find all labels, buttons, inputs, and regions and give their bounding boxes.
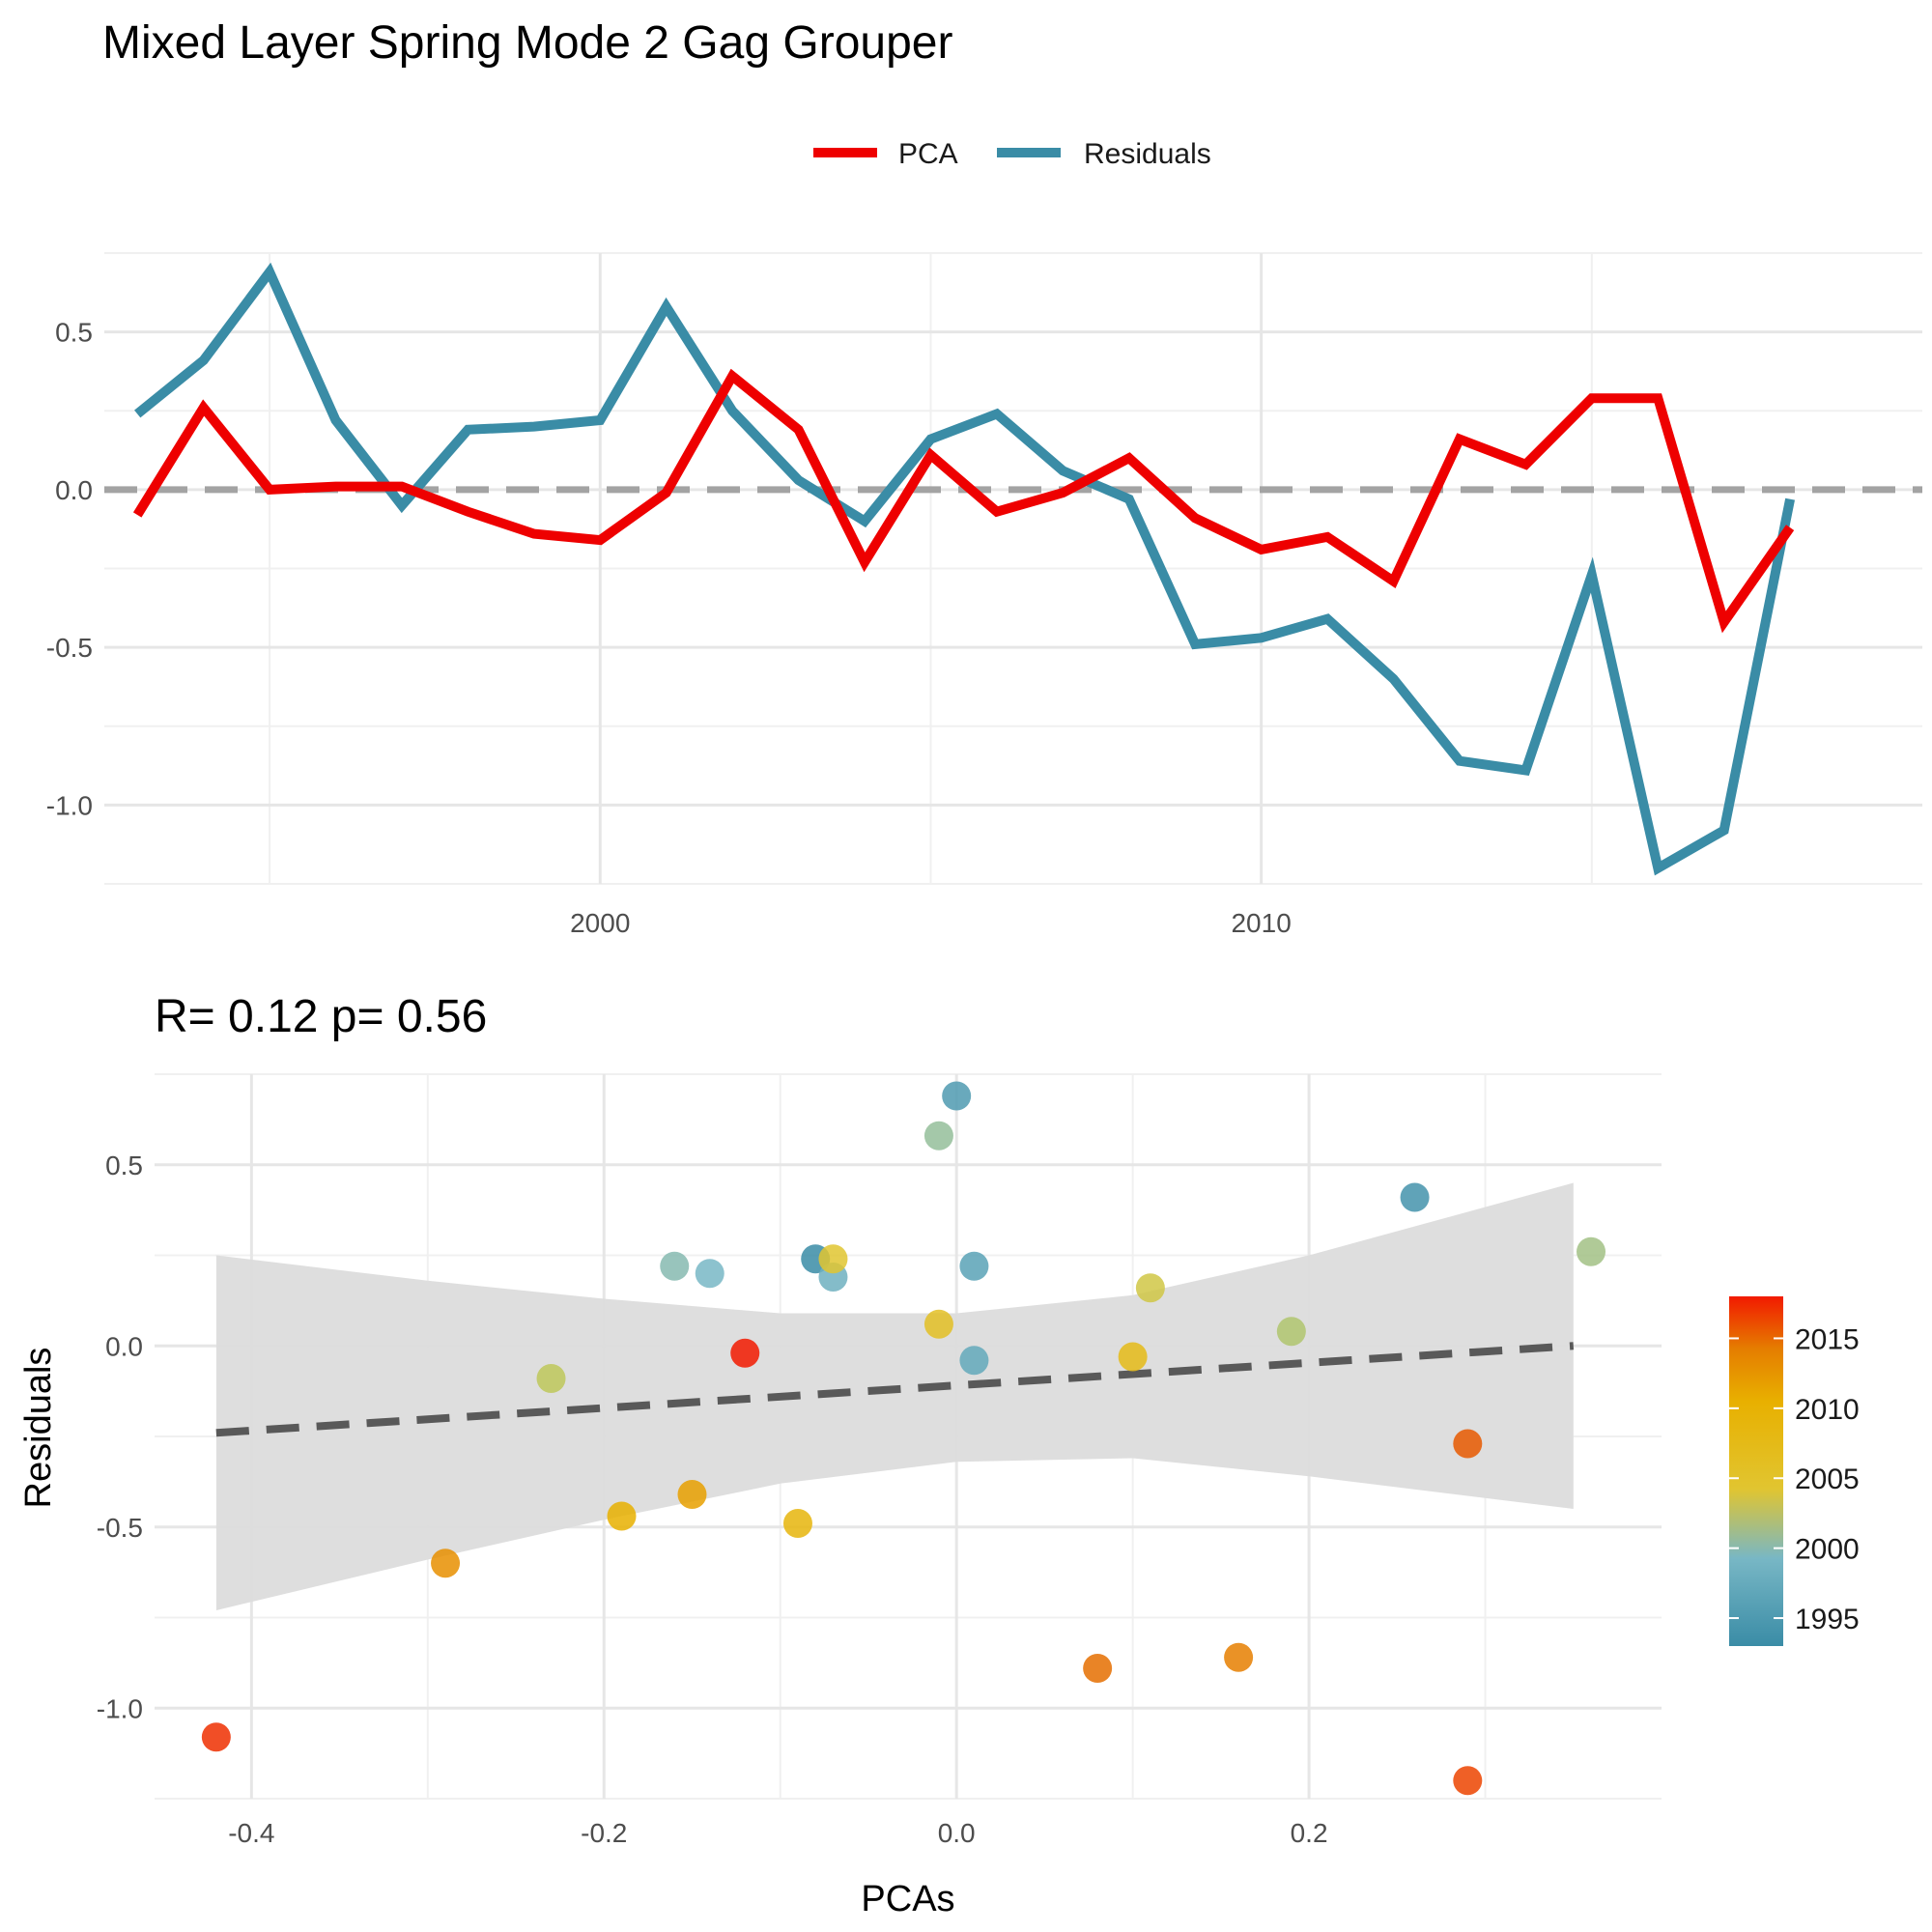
y-tick-label: -0.5 — [97, 1513, 143, 1543]
scatter-point — [1453, 1429, 1483, 1459]
scatter-point — [695, 1259, 724, 1289]
colorbar-tick-label: 2000 — [1795, 1534, 1860, 1566]
y-tick-label: -0.5 — [46, 633, 93, 663]
colorbar-ticks: 2015 2010 2005 2000 1995 — [1729, 1323, 1860, 1635]
x-tick-label: -0.4 — [228, 1818, 274, 1848]
scatter-subtitle: R= 0.12 p= 0.56 — [155, 991, 487, 1042]
legend: PCA Residuals — [813, 138, 1211, 170]
colorbar-tick-label: 2005 — [1795, 1463, 1860, 1495]
x-tick-label: -0.2 — [581, 1818, 627, 1848]
scatter-point — [1400, 1182, 1430, 1212]
scatter-point — [1118, 1342, 1148, 1372]
legend-label-residuals: Residuals — [1084, 138, 1211, 170]
scatter-panel: 0.5 0.0 -0.5 -1.0 -0.4 -0.2 0.0 0.2 — [97, 1073, 1662, 1848]
y-tick-label: 0.5 — [105, 1151, 143, 1180]
legend-label-pca: PCA — [898, 138, 958, 170]
scatter-point — [1276, 1317, 1306, 1347]
y-tick-label: -1.0 — [46, 790, 93, 820]
x-tick-label: 0.0 — [938, 1818, 976, 1848]
scatter-point — [431, 1548, 461, 1578]
y-tick-label: 0.5 — [55, 318, 93, 348]
x-tick-label: 2000 — [570, 908, 630, 938]
scatter-point — [607, 1501, 637, 1531]
scatter-point — [1224, 1642, 1254, 1672]
regression-line — [215, 1342, 1575, 1437]
scatter-point — [1083, 1654, 1113, 1683]
scatter-point — [730, 1338, 760, 1368]
scatter-point — [201, 1722, 231, 1752]
y-axis-title: Residuals — [18, 1348, 59, 1509]
series-line-pca — [132, 368, 1795, 634]
scatter-point — [818, 1244, 848, 1274]
scatter-point — [923, 1309, 953, 1339]
y-tick-label: 0.0 — [105, 1331, 143, 1361]
scatter-point — [782, 1509, 812, 1538]
chart-title: Mixed Layer Spring Mode 2 Gag Grouper — [102, 17, 952, 69]
confidence-ribbon — [215, 1182, 1574, 1610]
scatter-point — [1135, 1273, 1165, 1303]
scatter-point — [677, 1480, 707, 1509]
x-tick-label: 2010 — [1231, 908, 1291, 938]
scatter-point — [536, 1364, 566, 1393]
scatter-point — [923, 1121, 953, 1151]
colorbar — [1729, 1296, 1783, 1646]
time-series-panel: 0.5 0.0 -0.5 -1.0 2000 2010 — [46, 252, 1922, 938]
scatter-point — [1453, 1766, 1483, 1796]
y-tick-label: 0.0 — [55, 475, 93, 505]
x-tick-label: 0.2 — [1291, 1818, 1328, 1848]
scatter-point — [942, 1081, 972, 1111]
colorbar-tick-label: 2015 — [1795, 1323, 1860, 1355]
colorbar-tick-label: 2010 — [1795, 1394, 1860, 1426]
scatter-point — [660, 1251, 690, 1281]
y-tick-label: -1.0 — [97, 1693, 143, 1723]
x-axis-title: PCAs — [861, 1879, 954, 1919]
colorbar-tick-label: 1995 — [1795, 1604, 1860, 1635]
scatter-point — [959, 1251, 989, 1281]
scatter-point — [1577, 1236, 1606, 1266]
scatter-point — [959, 1346, 989, 1376]
